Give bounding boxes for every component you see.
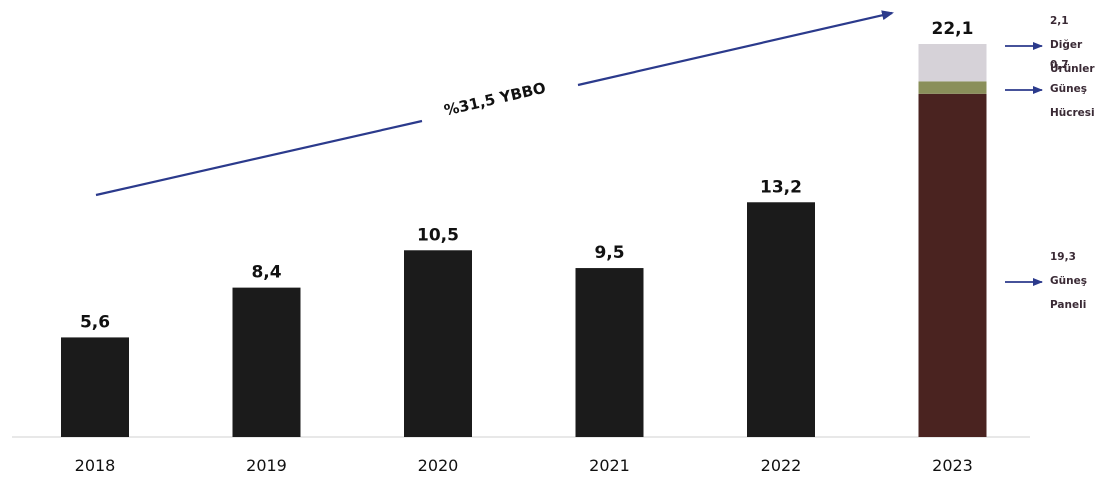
value-label-2020: 10,5 bbox=[417, 225, 459, 245]
annotation-text-2-2: Ürünler bbox=[1050, 61, 1095, 75]
bar-2019 bbox=[232, 287, 301, 437]
bar-segment-2023-1 bbox=[918, 81, 987, 94]
bar-segment-2023-0 bbox=[918, 93, 987, 437]
bar-2020 bbox=[404, 250, 472, 437]
value-label-2018: 5,6 bbox=[80, 312, 110, 332]
trend-arrow-segment-left bbox=[95, 119, 423, 197]
value-label-2021: 9,5 bbox=[594, 243, 624, 263]
x-tick-2020: 2020 bbox=[418, 456, 459, 475]
segment-annotations: 19,3 Güneş Paneli 0,7 Güneş Hücresi 2,1 Diğer Ür… bbox=[1005, 15, 1095, 311]
value-label-2023: 22,1 bbox=[932, 19, 974, 39]
annotation-text-2-1: Diğer bbox=[1050, 39, 1083, 51]
bar-2022 bbox=[747, 202, 815, 437]
value-labels-layer: 5,6 8,4 10,5 9,5 13,2 22,1 bbox=[80, 19, 974, 332]
trend-arrow-segment-right bbox=[577, 10, 894, 87]
x-tick-2021: 2021 bbox=[589, 456, 630, 475]
annotation-text-1-0: 0,7 bbox=[1050, 59, 1069, 71]
annotation-text-1-1: Güneş bbox=[1050, 83, 1087, 95]
value-label-2022: 13,2 bbox=[760, 177, 802, 197]
bar-2021 bbox=[575, 268, 644, 437]
annotation-text-0-0: 19,3 bbox=[1050, 251, 1076, 263]
x-tick-2018: 2018 bbox=[75, 456, 116, 475]
value-label-2019: 8,4 bbox=[251, 263, 281, 283]
bar-segment-2023-2 bbox=[918, 44, 987, 82]
bars-layer bbox=[61, 44, 987, 437]
annotation-text-1-2: Hücresi bbox=[1050, 107, 1095, 119]
annotation-text-2-0: 2,1 bbox=[1050, 15, 1069, 27]
x-tick-2019: 2019 bbox=[246, 456, 287, 475]
x-tick-2022: 2022 bbox=[761, 456, 802, 475]
x-tick-2023: 2023 bbox=[932, 456, 973, 475]
bar-2018 bbox=[61, 337, 129, 437]
annotation-text-0-2: Paneli bbox=[1050, 299, 1086, 311]
annotation-text-0-1: Güneş bbox=[1050, 275, 1087, 287]
trend-arrow: %31,5 YBBO bbox=[95, 10, 894, 197]
trend-label: %31,5 YBBO bbox=[442, 79, 547, 120]
x-tick-labels-layer: 2018 2019 2020 2021 2022 2023 bbox=[75, 456, 973, 475]
